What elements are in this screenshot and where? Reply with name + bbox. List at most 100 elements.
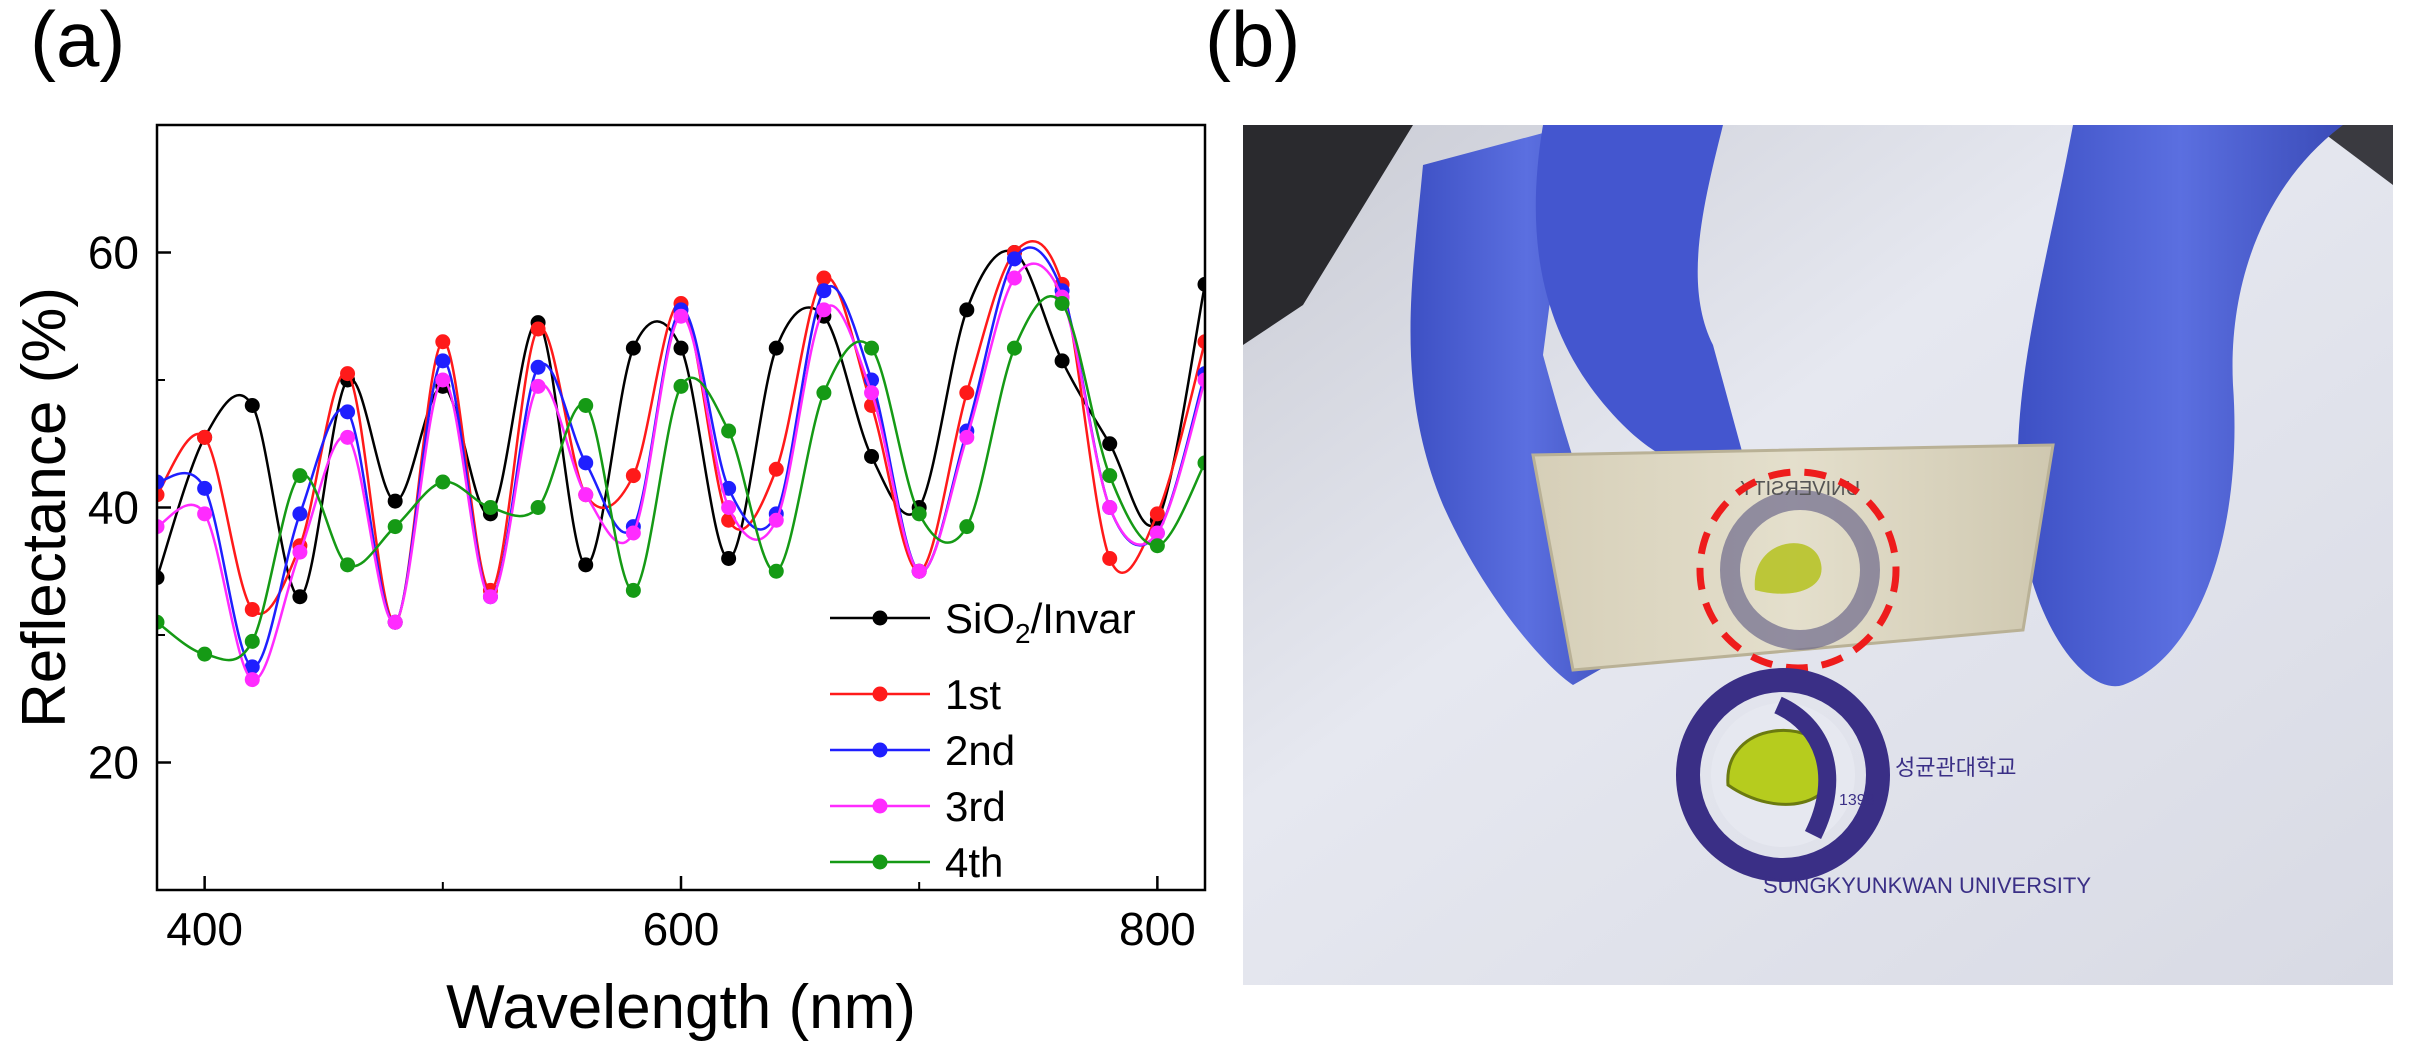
data-point-first-13 [768, 461, 784, 477]
data-point-third-0 [157, 519, 165, 535]
legend-marker-second [872, 742, 888, 758]
data-point-second-3 [292, 506, 308, 522]
university-seal: SUNGKYUNKWAN UNIVERSITY 1398 성균관대학교 [1676, 668, 2091, 898]
data-point-fourth-21 [1149, 538, 1165, 554]
data-point-third-16 [911, 563, 927, 579]
legend-marker-third [872, 798, 888, 814]
data-point-fourth-3 [292, 468, 308, 484]
seal-korean: 성균관대학교 [1895, 756, 2016, 781]
data-point-fourth-19 [1054, 296, 1070, 311]
legend-marker-sio2_invar [872, 610, 888, 626]
legend-marker-fourth [872, 854, 888, 870]
data-point-second-8 [530, 359, 546, 375]
data-point-third-15 [864, 385, 880, 401]
data-point-fourth-10 [625, 582, 641, 598]
data-point-third-9 [578, 487, 594, 503]
data-point-second-4 [340, 404, 356, 420]
reflectance-chart: 400 600 800 20 40 60 Wavelength (nm) Reflectanc… [10, 123, 1207, 1042]
data-point-third-11 [673, 308, 689, 324]
data-point-fourth-15 [864, 340, 880, 356]
data-point-third-2 [244, 672, 260, 688]
data-point-second-14 [816, 283, 832, 299]
x-tick-label-600: 600 [643, 903, 720, 955]
data-point-third-14 [816, 302, 832, 318]
data-point-sio2_invar-0 [157, 570, 165, 586]
data-point-third-13 [768, 512, 784, 528]
y-axis-label: Reflectance (%) [10, 287, 79, 728]
data-point-first-20 [1102, 551, 1118, 566]
data-point-fourth-2 [244, 633, 260, 649]
y-tick-label-20: 20 [88, 737, 139, 789]
panel-label-b: (b) [1205, 0, 1301, 83]
data-point-fourth-8 [530, 500, 546, 515]
data-point-first-8 [530, 321, 546, 337]
data-point-first-6 [435, 334, 451, 350]
data-point-second-9 [578, 455, 594, 471]
x-axis-label: Wavelength (nm) [446, 973, 916, 1042]
data-point-sio2_invar-22 [1197, 276, 1205, 292]
data-point-sio2_invar-5 [387, 493, 403, 509]
data-point-fourth-14 [816, 385, 832, 401]
data-point-second-1 [197, 480, 213, 496]
data-point-first-21 [1149, 506, 1165, 522]
data-point-sio2_invar-10 [625, 340, 641, 356]
data-point-sio2_invar-11 [673, 340, 689, 356]
data-point-first-14 [816, 270, 832, 286]
data-point-fourth-20 [1102, 468, 1118, 484]
data-point-third-22 [1197, 372, 1205, 388]
legend-label-fourth: 4th [945, 839, 1003, 886]
data-point-sio2_invar-15 [864, 449, 880, 464]
data-point-fourth-6 [435, 474, 451, 490]
highlight-circle [1696, 468, 1900, 672]
seal-text: SUNGKYUNKWAN UNIVERSITY [1763, 873, 2091, 898]
data-point-third-17 [959, 429, 975, 445]
data-point-first-4 [340, 366, 356, 382]
data-point-second-0 [157, 474, 165, 490]
mirrored-logo: UNIVERSITY [1720, 478, 1880, 650]
data-point-sio2_invar-20 [1102, 436, 1118, 452]
data-point-fourth-1 [197, 646, 213, 662]
data-point-first-17 [959, 385, 975, 401]
data-point-sio2_invar-12 [721, 551, 737, 566]
data-point-fourth-7 [482, 500, 498, 515]
data-point-fourth-12 [721, 423, 737, 439]
right-glove-finger [2017, 125, 2343, 687]
data-point-fourth-11 [673, 378, 689, 394]
data-point-first-1 [197, 429, 213, 445]
data-point-fourth-16 [911, 506, 927, 522]
data-point-third-21 [1149, 525, 1165, 541]
data-point-fourth-0 [157, 614, 165, 630]
data-point-third-12 [721, 500, 737, 515]
data-point-sio2_invar-2 [244, 398, 260, 413]
mirrored-text: UNIVERSITY [1740, 478, 1860, 500]
data-point-sio2_invar-19 [1054, 353, 1070, 369]
legend-label-first: 1st [945, 671, 1001, 718]
data-point-third-5 [387, 614, 403, 630]
data-point-fourth-9 [578, 398, 594, 413]
data-point-third-18 [1006, 270, 1022, 286]
data-point-sio2_invar-13 [768, 340, 784, 356]
data-point-fourth-5 [387, 519, 403, 535]
legend-label-third: 3rd [945, 783, 1006, 830]
data-point-fourth-13 [768, 563, 784, 579]
data-point-third-7 [482, 589, 498, 605]
panel-label-a: (a) [30, 0, 126, 83]
data-point-second-18 [1006, 251, 1022, 267]
legend-marker-first [872, 686, 888, 702]
data-point-first-0 [157, 487, 165, 503]
data-point-second-6 [435, 353, 451, 369]
data-point-fourth-18 [1006, 340, 1022, 356]
data-point-sio2_invar-17 [959, 302, 975, 318]
data-point-third-1 [197, 506, 213, 522]
x-tick-label-400: 400 [166, 903, 243, 955]
left-glove-thumb [1535, 125, 1743, 470]
data-point-fourth-17 [959, 519, 975, 535]
data-point-fourth-22 [1197, 455, 1205, 471]
seal-year: 1398 [1839, 792, 1875, 809]
data-point-sio2_invar-9 [578, 557, 594, 573]
x-tick-label-800: 800 [1119, 903, 1196, 955]
data-point-third-10 [625, 525, 641, 541]
data-point-first-2 [244, 602, 260, 617]
data-point-third-4 [340, 429, 356, 445]
data-point-third-3 [292, 544, 308, 560]
